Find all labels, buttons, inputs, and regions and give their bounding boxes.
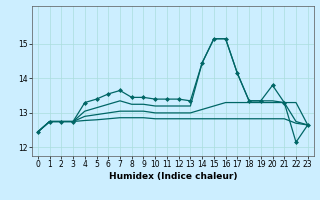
X-axis label: Humidex (Indice chaleur): Humidex (Indice chaleur) <box>108 172 237 181</box>
